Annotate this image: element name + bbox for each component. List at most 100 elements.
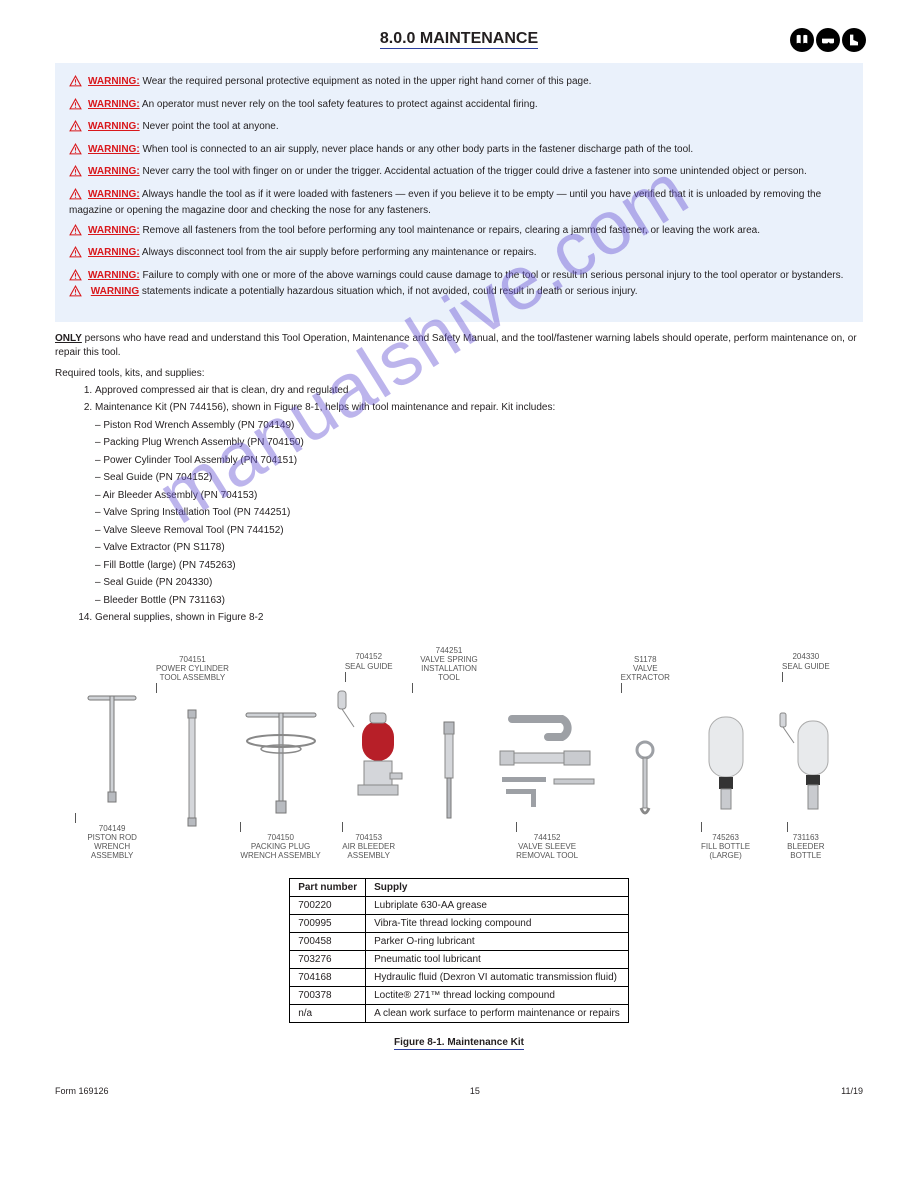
- warning-text: When tool is connected to an air supply,…: [140, 144, 694, 155]
- warning-text: Always disconnect tool from the air supp…: [140, 247, 537, 258]
- required-item: – Seal Guide (PN 204330): [95, 575, 863, 591]
- required-item: – Seal Guide (PN 704152): [95, 470, 863, 486]
- cell-supply: Parker O-ring lubricant: [366, 933, 629, 951]
- warning-label: WARNING:: [88, 166, 140, 177]
- warnings-panel: WARNING: Wear the required personal prot…: [55, 63, 863, 322]
- warning-label: WARNING:: [88, 189, 140, 200]
- cell-pn: 700458: [290, 933, 366, 951]
- required-item: – Bleeder Bottle (PN 731163): [95, 593, 863, 609]
- tool-item: 744251VALVE SPRINGINSTALLATION TOOL: [412, 646, 486, 861]
- warning-row: WARNING: Never point the tool at anyone.: [69, 120, 849, 137]
- tool-illustration: [776, 687, 836, 817]
- intro-text: persons who have read and understand thi…: [55, 333, 857, 358]
- footer-left: Form 169126: [55, 1086, 109, 1096]
- tool-label-bottom: 745263FILL BOTTLE(LARGE): [701, 821, 750, 861]
- figure-caption: Figure 8-1. Maintenance Kit: [55, 1037, 863, 1048]
- tool-item: 704151POWER CYLINDERTOOL ASSEMBLY: [156, 655, 229, 861]
- warning-label: WARNING:: [88, 76, 140, 87]
- tool-label-top: 204330SEAL GUIDE: [782, 652, 830, 682]
- warning-label: WARNING:: [88, 225, 140, 236]
- warning-text: statements indicate a potentially hazard…: [139, 286, 637, 297]
- tool-item: 745263FILL BOTTLE(LARGE): [701, 655, 751, 861]
- figure-8-1: 704149PISTON RODWRENCH ASSEMBLY704151POW…: [55, 646, 863, 861]
- tool-label-bottom: 731163BLEEDERBOTTLE: [787, 821, 824, 861]
- tool-illustration: [701, 687, 751, 817]
- required-item: General supplies, shown in Figure 8-2: [95, 610, 863, 626]
- warning-triangle-icon: [69, 188, 82, 205]
- section-title: 8.0.0 MAINTENANCE: [380, 30, 538, 49]
- tool-illustration: [434, 698, 464, 828]
- warning-row: WARNING: An operator must never rely on …: [69, 98, 849, 115]
- cell-supply: Hydraulic fluid (Dexron VI automatic tra…: [366, 969, 629, 987]
- required-item: – Air Bleeder Assembly (PN 704153): [95, 488, 863, 504]
- intro-only: ONLY: [55, 333, 82, 344]
- table-row: 703276Pneumatic tool lubricant: [290, 951, 629, 969]
- warning-text: Always handle the tool as if it were loa…: [69, 189, 821, 217]
- warning-row: WARNING: Remove all fasteners from the t…: [69, 224, 849, 241]
- table-row: 700458Parker O-ring lubricant: [290, 933, 629, 951]
- boots-icon: [842, 28, 866, 52]
- warning-row: WARNING: Always handle the tool as if it…: [69, 188, 849, 218]
- warning-text: An operator must never rely on the tool …: [140, 99, 538, 110]
- table-row: 700220Lubriplate 630-AA grease: [290, 897, 629, 915]
- required-item: – Piston Rod Wrench Assembly (PN 704149): [95, 418, 863, 434]
- page-footer: Form 169126 15 11/19: [0, 1078, 918, 1096]
- warning-triangle-icon: [69, 165, 82, 182]
- table-row: 704168Hydraulic fluid (Dexron VI automat…: [290, 969, 629, 987]
- col-part-number: Part number: [290, 879, 366, 897]
- warning-triangle-icon: [69, 143, 82, 160]
- warning-text: Wear the required personal protective eq…: [140, 76, 592, 87]
- warning-triangle-icon: [69, 246, 82, 263]
- required-item: Approved compressed air that is clean, d…: [95, 383, 863, 399]
- cell-supply: A clean work surface to perform maintena…: [366, 1005, 629, 1023]
- col-supply: Supply: [366, 879, 629, 897]
- cell-supply: Loctite® 271™ thread locking compound: [366, 987, 629, 1005]
- warning-triangle-icon: [69, 75, 82, 92]
- cell-pn: 704168: [290, 969, 366, 987]
- tool-illustration: [82, 678, 142, 808]
- tool-item: S1178VALVEEXTRACTOR: [621, 655, 670, 861]
- warning-label: WARNING:: [88, 121, 140, 132]
- header-safety-icons: [790, 28, 866, 52]
- tool-label-top: 704151POWER CYLINDERTOOL ASSEMBLY: [156, 655, 229, 695]
- warning-text: Never point the tool at anyone.: [140, 121, 279, 132]
- tool-item: 204330SEAL GUIDE 731163BLEEDERBOTTLE: [776, 652, 836, 860]
- table-row: n/aA clean work surface to perform maint…: [290, 1005, 629, 1023]
- required-item: – Packing Plug Wrench Assembly (PN 70415…: [95, 435, 863, 451]
- warning-label: WARNING:: [88, 247, 140, 258]
- tool-item: 704150PACKING PLUGWRENCH ASSEMBLY: [236, 655, 326, 861]
- cell-pn: 700220: [290, 897, 366, 915]
- warning-triangle-icon: [69, 120, 82, 137]
- tool-label-bottom: 704153AIR BLEEDERASSEMBLY: [342, 821, 395, 861]
- tool-label-top: 744251VALVE SPRINGINSTALLATION TOOL: [412, 646, 486, 695]
- warning-triangle-icon: [69, 224, 82, 241]
- warning-label: WARNING: [91, 286, 139, 297]
- tool-label-top: S1178VALVEEXTRACTOR: [621, 655, 670, 695]
- warning-triangle-icon: [69, 285, 82, 302]
- warning-text: Failure to comply with one or more of th…: [140, 270, 844, 281]
- required-item: – Power Cylinder Tool Assembly (PN 70415…: [95, 453, 863, 469]
- cell-pn: 700378: [290, 987, 366, 1005]
- tool-illustration: [492, 687, 602, 817]
- tool-item: 744152VALVE SLEEVEREMOVAL TOOL: [492, 655, 602, 861]
- cell-supply: Pneumatic tool lubricant: [366, 951, 629, 969]
- warning-label: WARNING:: [88, 99, 140, 110]
- tool-illustration: [236, 687, 326, 817]
- warning-row: WARNING: Never carry the tool with finge…: [69, 165, 849, 182]
- tool-label-top: 704152SEAL GUIDE: [345, 652, 393, 682]
- tool-label-bottom: 704150PACKING PLUGWRENCH ASSEMBLY: [240, 821, 320, 861]
- required-item: – Valve Sleeve Removal Tool (PN 744152): [95, 523, 863, 539]
- footer-right: 11/19: [841, 1086, 863, 1096]
- tool-label-bottom: 744152VALVE SLEEVEREMOVAL TOOL: [516, 821, 578, 861]
- cell-pn: n/a: [290, 1005, 366, 1023]
- warning-row: WARNING: When tool is connected to an ai…: [69, 143, 849, 160]
- cell-pn: 703276: [290, 951, 366, 969]
- tool-illustration: [631, 698, 659, 828]
- warning-label: WARNING:: [88, 270, 140, 281]
- cell-supply: Vibra-Tite thread locking compound: [366, 915, 629, 933]
- table-row: 700378Loctite® 271™ thread locking compo…: [290, 987, 629, 1005]
- required-item: – Valve Extractor (PN S1178): [95, 540, 863, 556]
- tool-illustration: [182, 698, 202, 828]
- warning-row: WARNING: Wear the required personal prot…: [69, 75, 849, 92]
- tool-item: 704152SEAL GUIDE 704153AIR BLEEDERASSEMBL…: [334, 652, 404, 860]
